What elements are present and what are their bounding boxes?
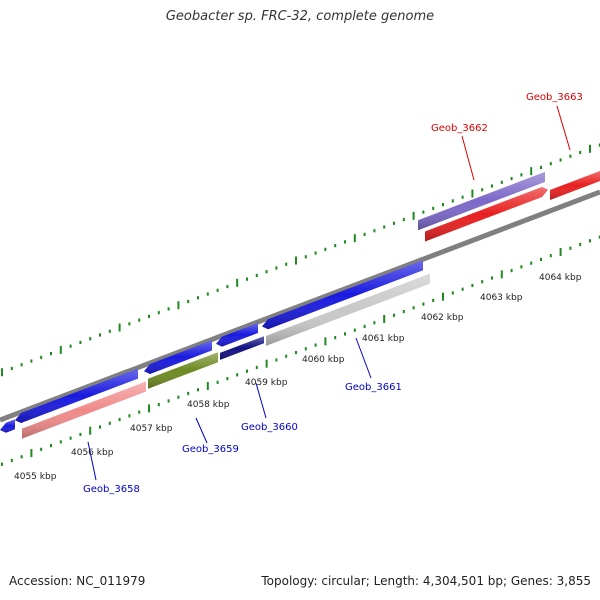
- gene-label-geob-3660: Geob_3660: [241, 422, 298, 433]
- leader-line-5: [556, 105, 571, 151]
- leader-line-3: [355, 337, 372, 379]
- outer-tick-ring: [1, 143, 600, 377]
- leader-line-1: [195, 417, 208, 444]
- feature-shading-7: [262, 260, 423, 330]
- scale-label-4056: 4056 kbp: [71, 448, 114, 458]
- feature-shading-8: [22, 381, 146, 439]
- feature-shading-6: [216, 323, 258, 347]
- accession-text: Accession: NC_011979: [9, 574, 146, 588]
- feature-shading-2: [418, 171, 545, 231]
- topology-text: Topology: circular; Length: 4,304,501 bp…: [261, 574, 591, 588]
- feature-shading-4: [15, 368, 138, 423]
- gene-label-geob-3663: Geob_3663: [526, 92, 583, 103]
- genome-backbone: [0, 189, 600, 423]
- feature-shading-11: [266, 273, 430, 346]
- feature-shading-9: [148, 352, 218, 389]
- scale-labels: 4055 kbp 4056 kbp 4057 kbp 4058 kbp 4059…: [14, 273, 582, 482]
- scale-label-4063: 4063 kbp: [480, 293, 523, 303]
- feature-shading-1: [550, 171, 600, 200]
- gene-label-geob-3662: Geob_3662: [431, 123, 488, 134]
- feature-track: [0, 171, 600, 439]
- gene-label-geob-3658: Geob_3658: [83, 484, 140, 495]
- leader-line-0: [87, 441, 97, 481]
- scale-label-4061: 4061 kbp: [362, 334, 405, 344]
- feature-shading-0: [425, 187, 548, 242]
- scale-label-4059: 4059 kbp: [245, 378, 288, 388]
- feature-shading-10: [220, 336, 264, 360]
- inner-tick-ring: [1, 235, 600, 466]
- scale-label-4060: 4060 kbp: [302, 355, 345, 365]
- feature-shading-5: [144, 340, 212, 374]
- scale-label-4055: 4055 kbp: [14, 472, 57, 482]
- label-leaders: [87, 105, 571, 481]
- scale-label-4062: 4062 kbp: [421, 313, 464, 323]
- scale-label-4057: 4057 kbp: [130, 424, 173, 434]
- scale-label-4058: 4058 kbp: [187, 400, 230, 410]
- gene-label-geob-3661: Geob_3661: [345, 382, 402, 393]
- scale-label-4064: 4064 kbp: [539, 273, 582, 283]
- gene-labels: Geob_3658 Geob_3659 Geob_3660 Geob_3661 …: [83, 92, 583, 495]
- leader-line-4: [461, 135, 475, 181]
- map-title: Geobacter sp. FRC-32, complete genome: [165, 9, 435, 24]
- leader-line-2: [255, 382, 267, 419]
- gene-label-geob-3659: Geob_3659: [182, 444, 239, 455]
- feature-shading-3: [0, 419, 15, 433]
